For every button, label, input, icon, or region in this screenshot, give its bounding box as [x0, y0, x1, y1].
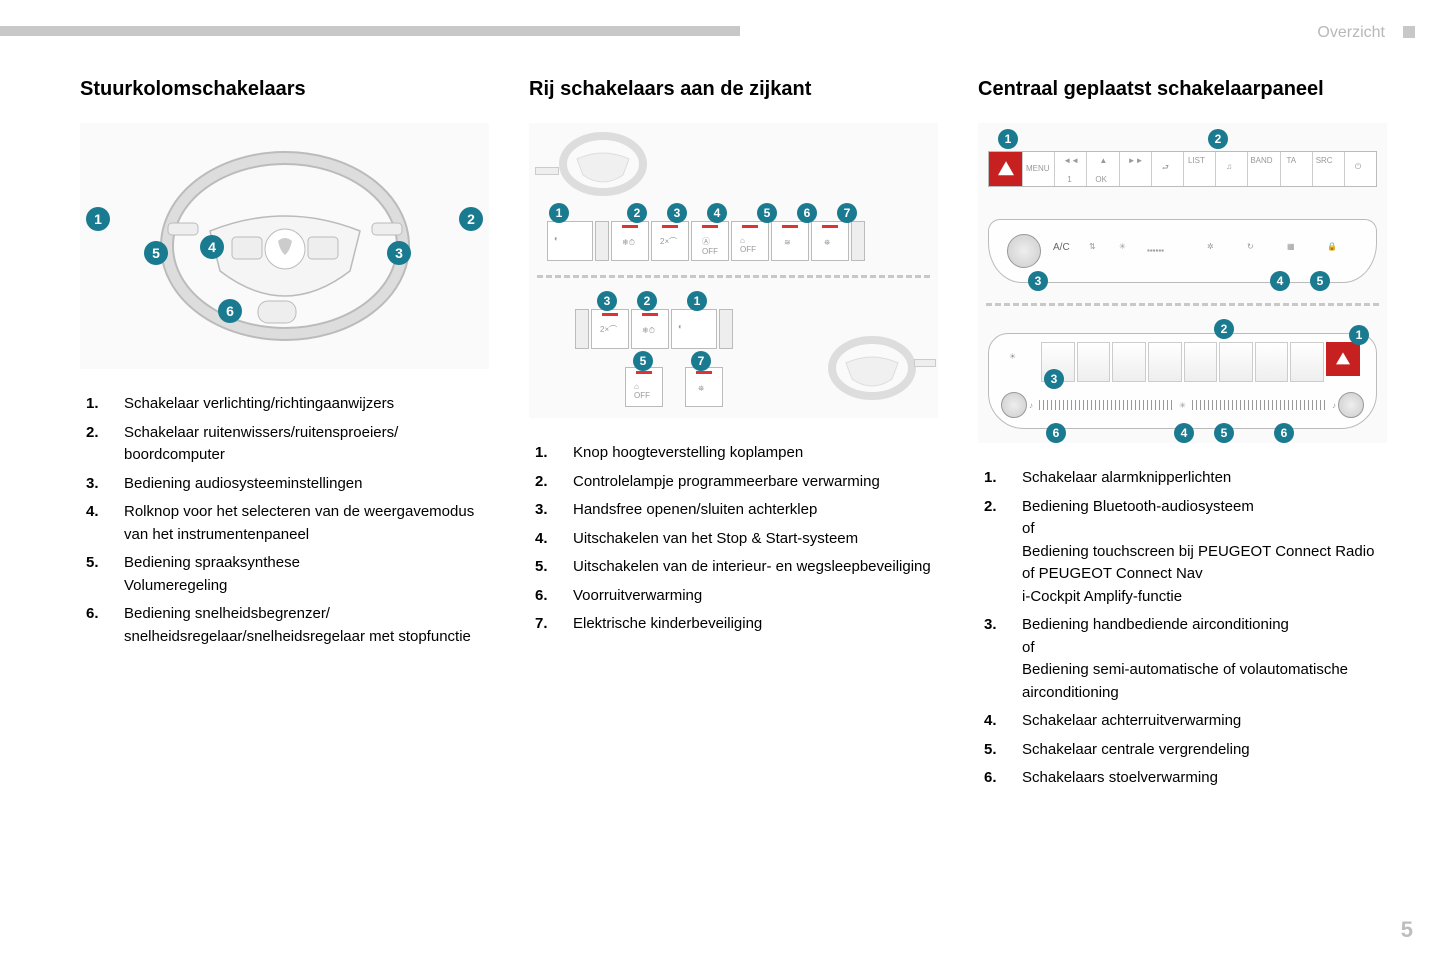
ac-knob-icon [1007, 234, 1041, 268]
badge: 1 [1349, 325, 1369, 345]
badge: 1 [998, 129, 1018, 149]
list-item: Controlelampje programmeerbare verwarmin… [529, 471, 938, 494]
knob-icon [1001, 392, 1027, 418]
stalk-icon [535, 167, 559, 175]
menu-label: MENU [1026, 164, 1050, 173]
list-item: Bediening spraaksyntheseVolumeregeling [80, 552, 489, 597]
mini-wheel-icon [826, 333, 918, 403]
badge: 2 [1214, 319, 1234, 339]
badge: 3 [1044, 369, 1064, 389]
col3-title: Centraal geplaatst schakelaarpaneel [978, 78, 1387, 101]
list-item: Schakelaar verlichting/richtingaanwijzer… [80, 393, 489, 416]
badge: 6 [1046, 423, 1066, 443]
badge: 1 [86, 207, 110, 231]
menu-label: OK [1095, 175, 1107, 184]
badge: 3 [667, 203, 687, 223]
badge: 4 [200, 235, 224, 259]
hazard-icon [989, 152, 1023, 186]
badge: 5 [757, 203, 777, 223]
badge: 3 [597, 291, 617, 311]
col2-title: Rij schakelaars aan de zijkant [529, 78, 938, 101]
badge: 5 [633, 351, 653, 371]
switch-row-3: ⌂OFF ⛯ [625, 367, 723, 407]
divider [986, 303, 1379, 306]
badge: 6 [218, 299, 242, 323]
list-item: Elektrische kinderbeveiliging [529, 613, 938, 636]
badge: 6 [1274, 423, 1294, 443]
section-label: Overzicht [1317, 24, 1385, 42]
content-columns: Stuurkolomschakelaars 1 2 3 4 5 6 Schak [80, 78, 1387, 796]
list-item: Uitschakelen van het Stop & Start-systee… [529, 528, 938, 551]
badge: 2 [627, 203, 647, 223]
side-switch-diagram: ◐ ❄⏱ 2×⌒ ⒶOFF ⌂OFF ≋ ⛯ 1 2 3 4 5 6 7 2×⌒ [529, 123, 938, 418]
badge: 3 [387, 241, 411, 265]
column-steering: Stuurkolomschakelaars 1 2 3 4 5 6 Schak [80, 78, 489, 796]
page-number: 5 [1401, 917, 1413, 943]
knob-icon [1338, 392, 1364, 418]
col1-title: Stuurkolomschakelaars [80, 78, 489, 101]
list-item: Bediening audiosysteeminstellingen [80, 473, 489, 496]
list-item: Bediening Bluetooth-audiosysteemofBedien… [978, 496, 1387, 609]
seat-switch-row [1041, 342, 1324, 382]
badge: 2 [1208, 129, 1228, 149]
list-item: Schakelaars stoelverwarming [978, 767, 1387, 790]
stalk-icon [914, 359, 936, 367]
list-item: Knop hoogteverstelling koplampen [529, 442, 938, 465]
list-item: Handsfree openen/sluiten achterklep [529, 499, 938, 522]
list-item: Voorruitverwarming [529, 585, 938, 608]
badge: 4 [1270, 271, 1290, 291]
audio-strip: MENU ◄◄1 ▲OK ►► ⮐ LIST ♫ BAND TA SRC ⏻ [988, 151, 1377, 187]
ac-label: A/C [1053, 242, 1070, 253]
list-item: Bediening snelheidsbegrenzer/snelheidsre… [80, 603, 489, 648]
badge: 5 [1214, 423, 1234, 443]
steering-diagram: 1 2 3 4 5 6 [80, 123, 489, 369]
menu-label: BAND [1250, 156, 1272, 165]
top-rule [0, 26, 740, 36]
center-panel-diagram: MENU ◄◄1 ▲OK ►► ⮐ LIST ♫ BAND TA SRC ⏻ 1… [978, 123, 1387, 443]
badge: 5 [1310, 271, 1330, 291]
section-marker [1403, 26, 1415, 38]
badge: 7 [837, 203, 857, 223]
slider-row: ♪ ✳ ♪ [1029, 396, 1336, 414]
list-item: Schakelaar alarmknipperlichten [978, 467, 1387, 490]
col3-list: Schakelaar alarmknipperlichten Bediening… [978, 467, 1387, 790]
mini-wheel-icon [557, 129, 649, 199]
column-center-panel: Centraal geplaatst schakelaarpaneel MENU… [978, 78, 1387, 796]
switch-row-2: 2×⌒ ❄⏱ ◐ [575, 309, 733, 349]
badge: 4 [1174, 423, 1194, 443]
badge: 7 [691, 351, 711, 371]
steering-wheel-icon [150, 141, 420, 351]
menu-label: SRC [1316, 156, 1333, 165]
list-item: Uitschakelen van de interieur- en wegsle… [529, 556, 938, 579]
badge: 3 [1028, 271, 1048, 291]
badge: 1 [549, 203, 569, 223]
badge: 5 [144, 241, 168, 265]
badge: 4 [707, 203, 727, 223]
list-item: Schakelaar achterruitverwarming [978, 710, 1387, 733]
menu-label: TA [1287, 156, 1297, 165]
badge: 6 [797, 203, 817, 223]
list-item: Rolknop voor het selecteren van de weerg… [80, 501, 489, 546]
list-item: Bediening handbediende airconditioningof… [978, 614, 1387, 704]
switch-row-1: ◐ ❄⏱ 2×⌒ ⒶOFF ⌂OFF ≋ ⛯ [547, 221, 865, 261]
divider [537, 275, 930, 278]
menu-label: LIST [1188, 156, 1205, 165]
col1-list: Schakelaar verlichting/richtingaanwijzer… [80, 393, 489, 648]
badge: 2 [637, 291, 657, 311]
badge: 2 [459, 207, 483, 231]
column-side-switches: Rij schakelaars aan de zijkant ◐ ❄⏱ 2×⌒ … [529, 78, 938, 796]
hazard-icon [1326, 342, 1360, 376]
list-item: Schakelaar centrale vergrendeling [978, 739, 1387, 762]
col2-list: Knop hoogteverstelling koplampen Control… [529, 442, 938, 636]
list-item: Schakelaar ruitenwissers/ruitensproeiers… [80, 422, 489, 467]
badge: 1 [687, 291, 707, 311]
